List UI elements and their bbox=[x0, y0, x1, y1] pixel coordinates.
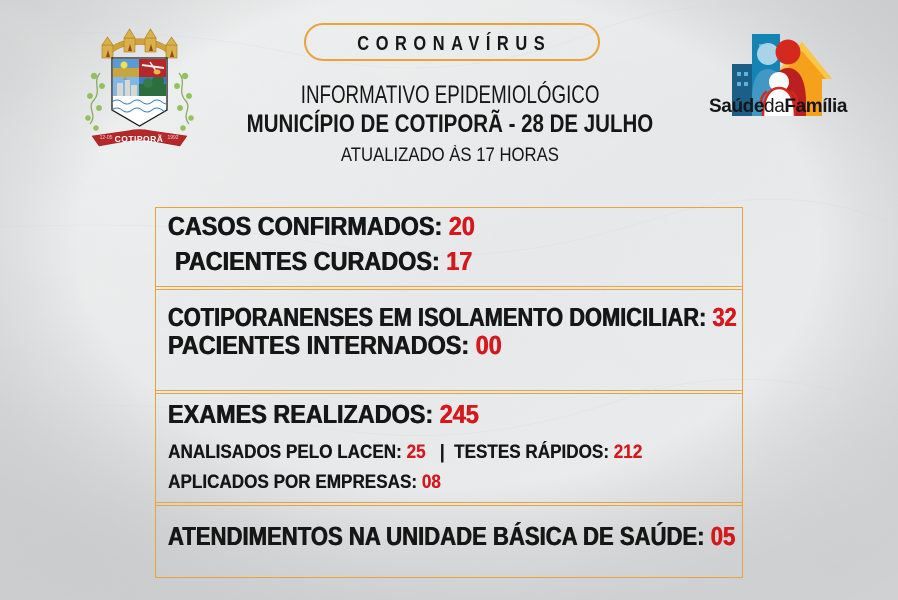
svg-text:12-05: 12-05 bbox=[100, 135, 113, 141]
svg-text:1992: 1992 bbox=[167, 135, 178, 141]
svg-text:COTIPORÃ: COTIPORÃ bbox=[115, 134, 164, 144]
